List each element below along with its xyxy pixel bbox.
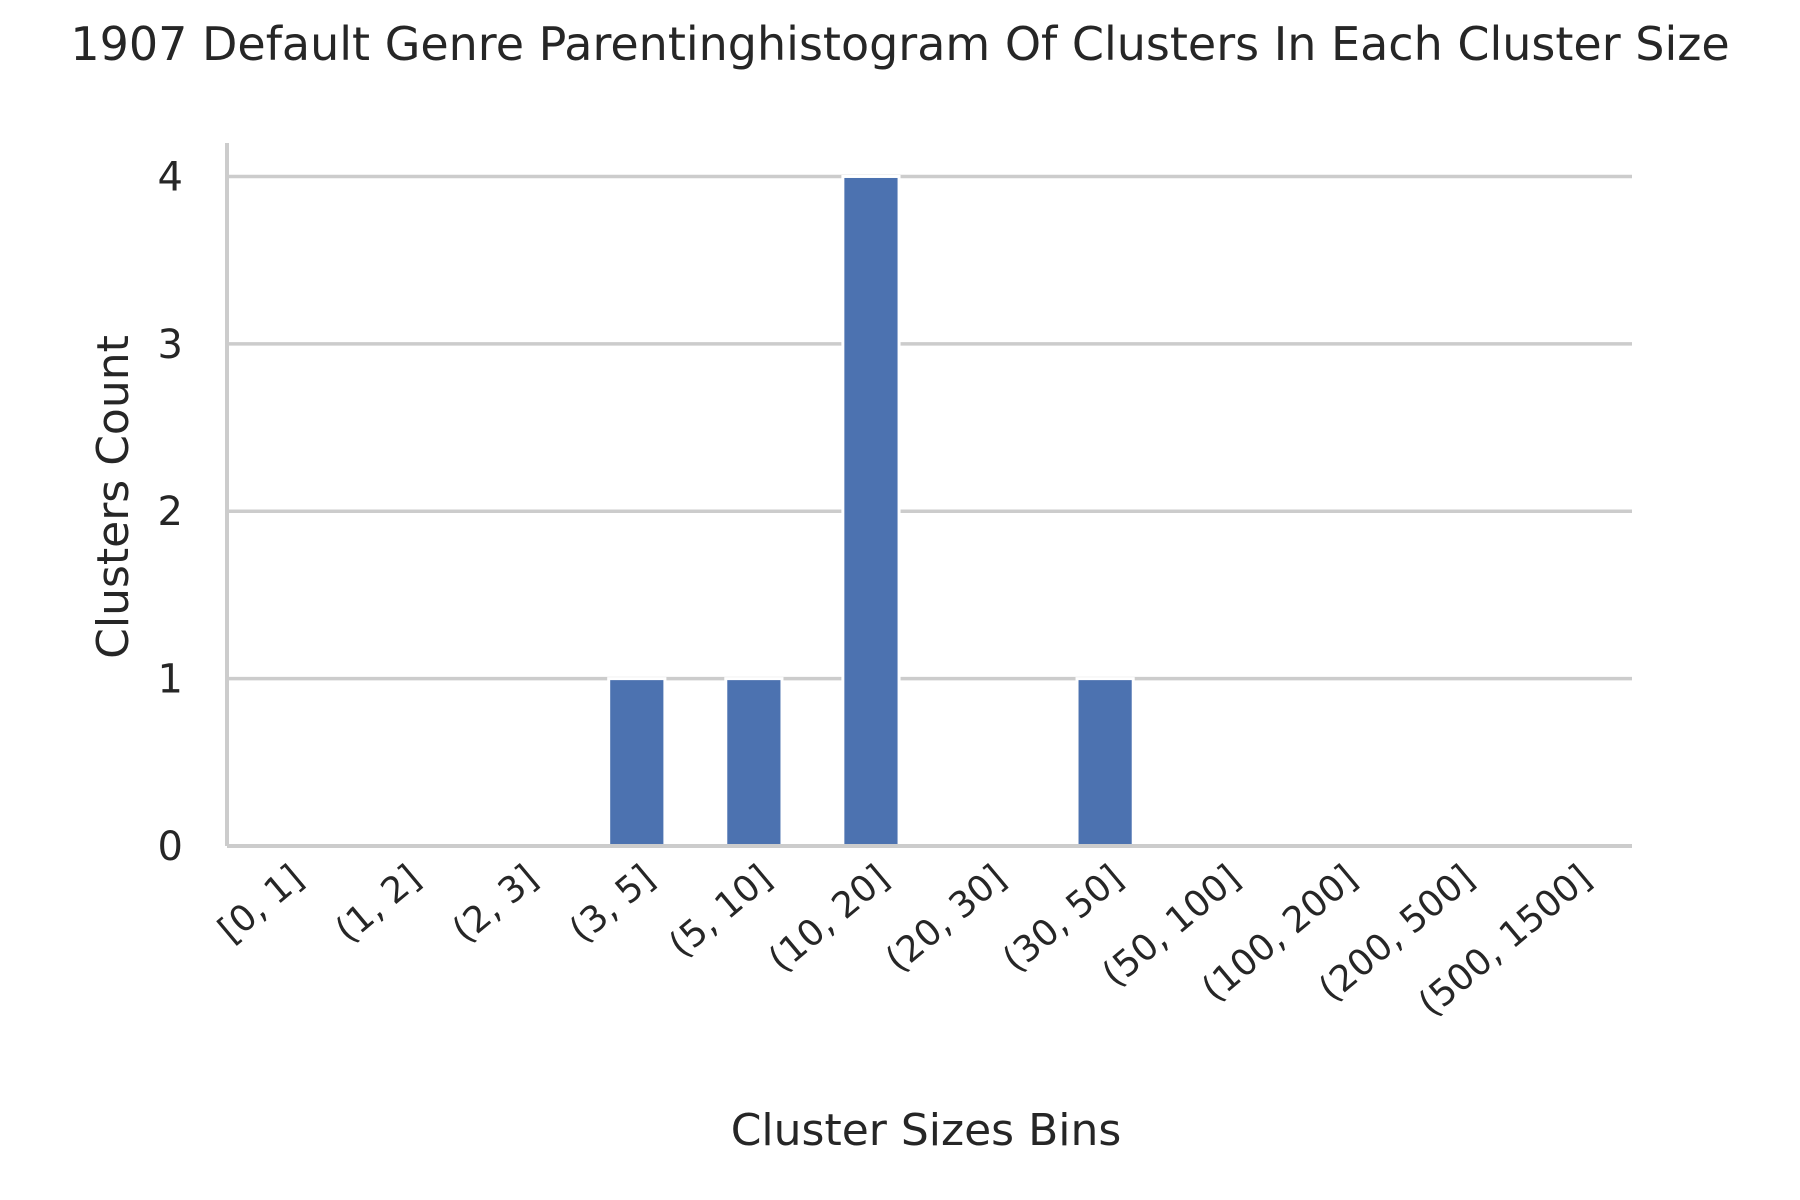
bar-5 bbox=[841, 174, 901, 848]
x-tick-label-6: (20, 30] bbox=[878, 857, 1014, 980]
y-tick-label-2: 2 bbox=[158, 489, 183, 535]
x-tick-label-2: (2, 3] bbox=[445, 857, 546, 951]
y-grid-lines bbox=[227, 174, 1632, 681]
y-tick-label-0: 0 bbox=[158, 824, 183, 870]
x-tick-label-1: (1, 2] bbox=[328, 857, 429, 951]
y-tick-label-3: 3 bbox=[158, 322, 183, 368]
x-tick-label-5: (10, 20] bbox=[761, 857, 897, 980]
bar-4 bbox=[724, 677, 784, 848]
bar-3 bbox=[607, 677, 667, 848]
x-tick-labels: [0, 1] (1, 2] (2, 3] (3, 5] (5, 10](10, 20](… bbox=[211, 857, 1599, 1024]
y-axis-label: Clusters Count bbox=[88, 335, 139, 659]
x-tick-label-0: [0, 1] bbox=[211, 857, 312, 951]
chart-title: 1907 Default Genre Parentinghistogram Of… bbox=[70, 17, 1729, 71]
x-axis-label: Cluster Sizes Bins bbox=[731, 1105, 1122, 1156]
x-tick-label-3: (3, 5] bbox=[562, 857, 663, 951]
y-tick-labels: 0 1 2 3 4 bbox=[158, 154, 183, 870]
bar-7 bbox=[1075, 677, 1135, 848]
y-tick-label-1: 1 bbox=[158, 657, 183, 703]
y-tick-label-4: 4 bbox=[158, 154, 183, 200]
